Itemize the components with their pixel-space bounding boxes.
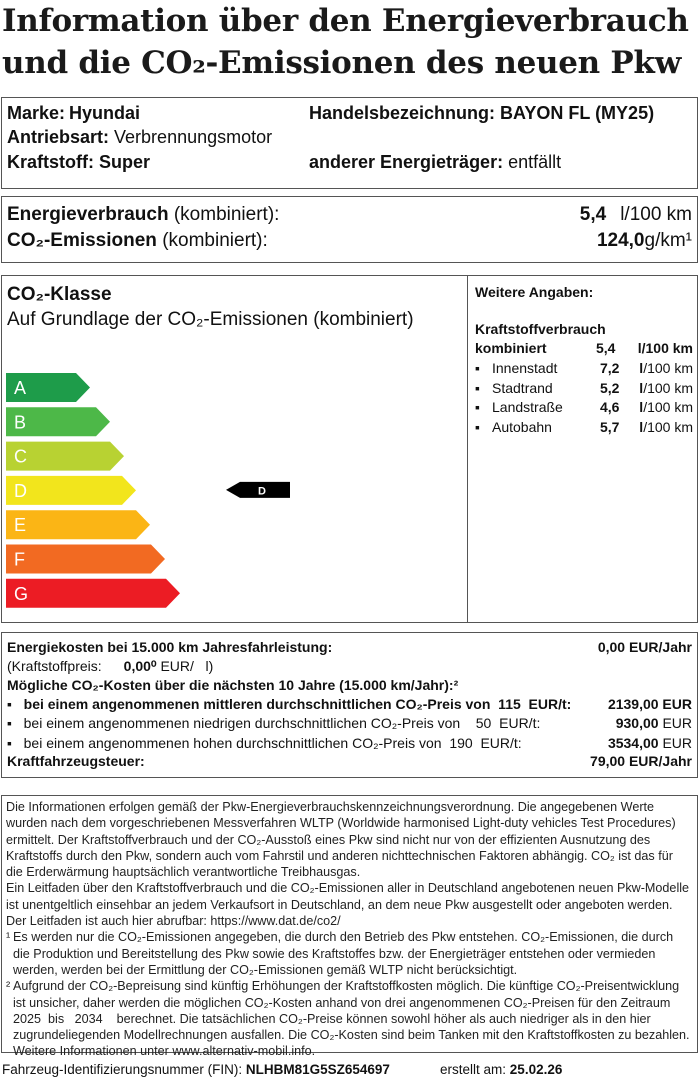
co2-class-box: CO₂-Klasse Auf Grundlage der CO₂-Emissio…: [1, 275, 698, 623]
footnote-1: ¹ Es werden nur die CO₂-Emissionen angege…: [6, 930, 674, 977]
marke: Marke: Hyundai: [7, 103, 141, 123]
co2-class-bar-A: A: [6, 373, 90, 402]
svg-text:D: D: [258, 485, 266, 497]
co2-class-bar-D: D: [6, 475, 136, 505]
title-line-1: Information über den Energieverbrauch: [2, 3, 689, 39]
page-title: Information über den Energieverbrauch un…: [2, 0, 689, 84]
bullet-icon: ▪: [475, 360, 480, 376]
bullet-icon: ▪: [7, 734, 12, 751]
kraftstoffpreis: (Kraftstoffpreis: 0,00⁰ EUR/ l): [7, 658, 214, 674]
svg-text:C: C: [14, 447, 27, 467]
kombiniert-row: kombiniert 5,4 l/100 km: [475, 340, 693, 356]
energiekosten-value: 0,00 EUR/Jahr: [597, 639, 692, 655]
co2-class-bar-C: C: [6, 441, 124, 471]
energieverbrauch-value: 5,4 l/100 km: [579, 204, 692, 225]
consumption-item: ▪ Stadtrand 5,2 l/100 km: [475, 379, 693, 396]
kraftstoff: Kraftstoff: Super: [7, 152, 151, 172]
bullet-icon: ▪: [7, 715, 12, 732]
consumption-box: Energieverbrauch (kombiniert): 5,4 l/100 …: [1, 196, 698, 263]
svg-text:D: D: [14, 481, 27, 501]
co2-price-scenario-value: 3534,00 EUR: [607, 734, 692, 751]
erstellt: erstellt am: 25.02.26: [440, 1062, 563, 1077]
handelsbezeichnung: Handelsbezeichnung: BAYON FL (MY25): [309, 103, 655, 123]
legal-notes-box: Die Informationen erfolgen gemäß der Pkw…: [1, 795, 698, 1058]
consumption-item: ▪ Landstraße 4,6 l/100 km: [475, 399, 693, 415]
svg-text:B: B: [14, 412, 26, 432]
energieverbrauch-label: Energieverbrauch (kombiniert):: [7, 204, 280, 225]
note-paragraph-1: Die Informationen erfolgen gemäß der Pkw…: [6, 800, 676, 880]
costs-box: Energiekosten bei 15.000 km Jahresfahrle…: [1, 632, 698, 778]
bullet-icon: ▪: [7, 696, 12, 712]
bullet-icon: ▪: [475, 418, 480, 435]
weitere-angaben-heading: Weitere Angaben:: [475, 284, 594, 300]
co2-price-scenario-value: 2139,00 EUR: [607, 696, 692, 712]
co2-class-bar-F: F: [6, 544, 165, 574]
consumption-item: ▪ Innenstadt 7,2 l/100 km: [475, 360, 693, 376]
svg-text:A: A: [14, 378, 26, 398]
footnote-2: ² Aufgrund der CO₂-Bepreisung sind künfti…: [6, 979, 694, 1059]
note-paragraph-2: Ein Leitfaden über den Kraftstoffverbrau…: [6, 881, 690, 929]
co2-price-scenario: ▪ bei einem angenommenen mittleren durch…: [7, 696, 572, 712]
co2-kosten-label: Mögliche CO₂-Kosten über die nächsten 10…: [7, 677, 459, 693]
co2-class-subheading: Auf Grundlage der CO₂-Emissionen (kombin…: [7, 309, 414, 330]
divider: [467, 276, 468, 622]
kfz-steuer-value: 79,00 EUR/Jahr: [590, 753, 692, 769]
title-line-2: und die CO₂-Emissionen des neuen Pkw: [2, 45, 681, 81]
vehicle-info-box: Marke: Hyundai Handelsbezeichnung: BAYON …: [1, 97, 698, 189]
co2-price-scenario-value: 930,00 EUR: [615, 715, 692, 732]
anderer-energietraeger: anderer Energieträger: entfällt: [309, 152, 562, 172]
bullet-icon: ▪: [475, 379, 480, 396]
footer: Fahrzeug-Identifizierungsnummer (FIN): N…: [2, 1062, 692, 1077]
co2-class-bar-E: E: [6, 510, 150, 540]
antriebsart: Antriebsart: Verbrennungsmotor: [7, 127, 273, 147]
co2-class-bar-G: G: [6, 578, 180, 608]
co2-price-scenario: ▪ bei einem angenommenen niedrigen durch…: [7, 715, 541, 732]
current-class-arrow: D: [226, 481, 290, 498]
kfz-steuer-label: Kraftfahrzeugsteuer:: [7, 753, 145, 769]
bullet-icon: ▪: [475, 399, 480, 415]
co2-class-heading: CO₂-Klasse: [7, 284, 112, 305]
kraftstoffverbrauch-heading: Kraftstoffverbrauch: [475, 321, 606, 337]
svg-text:F: F: [14, 550, 25, 570]
co2-emissionen-value: 124,0g/km¹: [596, 230, 692, 251]
co2-class-bar-B: B: [6, 407, 110, 437]
consumption-item: ▪ Autobahn 5,7 l/100 km: [475, 418, 693, 435]
energiekosten-label: Energiekosten bei 15.000 km Jahresfahrle…: [7, 639, 333, 655]
svg-text:E: E: [14, 515, 26, 535]
fin-label: Fahrzeug-Identifizierungsnummer (FIN):: [2, 1062, 243, 1077]
fin-value: NLHBM81G5SZ654697: [245, 1062, 390, 1077]
co2-emissionen-label: CO₂-Emissionen (kombiniert):: [7, 230, 268, 251]
co2-price-scenario: ▪ bei einem angenommenen hohen durchschn…: [7, 734, 522, 751]
svg-text:G: G: [14, 584, 28, 604]
